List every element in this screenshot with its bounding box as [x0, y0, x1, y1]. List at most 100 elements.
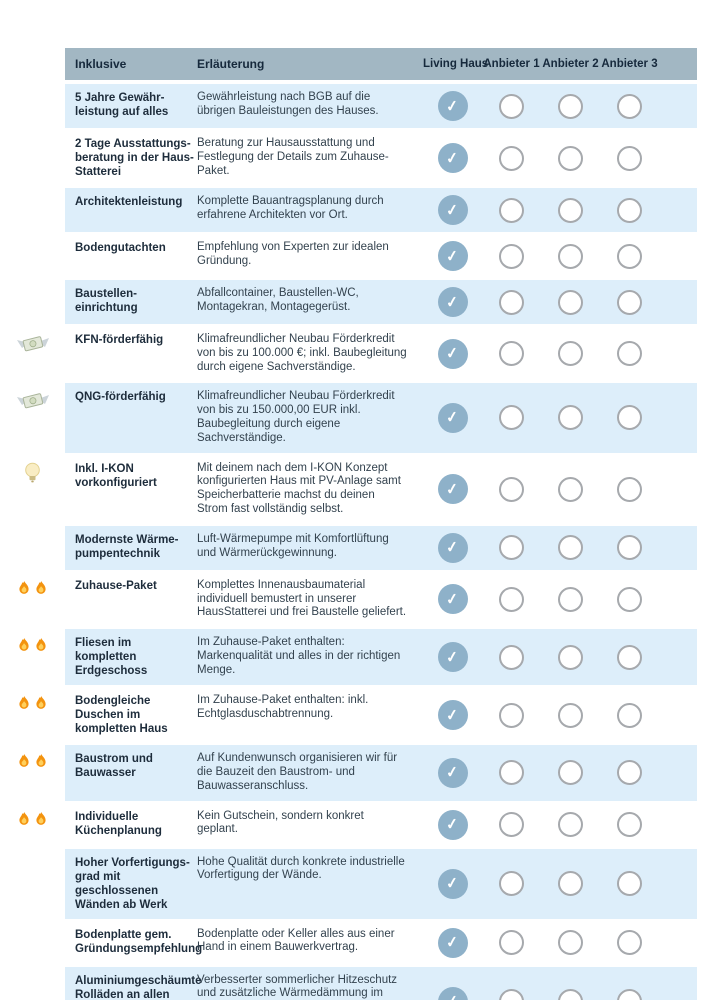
- feature-title: Hoher Vorfertigungs- grad mit geschlosse…: [75, 856, 190, 911]
- check-cell-anbieter-3: [600, 289, 659, 315]
- feature-description: Im Zuhause-Paket enthalten: Markenqualit…: [197, 636, 401, 676]
- empty-circle-anbieter-3: [617, 243, 642, 269]
- provider-checks: ✓: [423, 856, 659, 912]
- empty-circle-anbieter-3: [617, 930, 642, 956]
- empty-circle-anbieter-1: [499, 243, 524, 269]
- empty-circle-anbieter-3: [617, 812, 642, 838]
- check-icon: ✓: [445, 874, 460, 893]
- column-header-erlaeuterung: Erläuterung: [197, 57, 265, 71]
- check-cell-anbieter-2: [541, 405, 600, 431]
- empty-circle-anbieter-2: [558, 93, 583, 119]
- lightbulb-icon: [25, 462, 40, 489]
- checkmark-circle-living-haus: ✓: [437, 91, 468, 121]
- check-icon: ✓: [445, 344, 460, 363]
- provider-checks: ✓: [423, 694, 659, 736]
- check-cell-anbieter-2: [541, 341, 600, 367]
- empty-circle-anbieter-1: [499, 535, 524, 561]
- provider-checks: ✓: [423, 462, 659, 517]
- empty-circle-anbieter-2: [558, 812, 583, 838]
- check-cell-anbieter-3: [600, 702, 659, 728]
- check-cell-anbieter-3: [600, 871, 659, 897]
- fire-double-icon: [16, 810, 49, 831]
- check-icon: ✓: [445, 148, 460, 168]
- empty-circle-anbieter-2: [558, 871, 583, 897]
- provider-checks: ✓: [423, 532, 659, 563]
- feature-description: Auf Kundenwunsch organisieren wir für di…: [197, 752, 398, 792]
- table-row: 5 Jahre Gewähr- leistung auf alles Gewäh…: [0, 84, 701, 128]
- feature-title: Bodengleiche Duschen im kompletten Haus: [75, 695, 168, 736]
- check-cell-living-haus: ✓: [423, 287, 482, 317]
- check-cell-anbieter-1: [482, 341, 541, 367]
- feature-title: Bodengutachten: [75, 242, 166, 254]
- empty-circle-anbieter-1: [499, 145, 524, 171]
- check-cell-living-haus: ✓: [423, 642, 482, 673]
- table-row: Bodengleiche Duschen im kompletten Haus …: [0, 687, 701, 744]
- check-cell-living-haus: ✓: [423, 584, 482, 615]
- check-cell-anbieter-2: [541, 289, 600, 315]
- row-icon-cell: [0, 803, 65, 847]
- feature-description: Hohe Qualität durch konkrete industriell…: [197, 855, 405, 882]
- provider-checks: ✓: [423, 636, 659, 678]
- checkmark-circle-living-haus: ✓: [437, 195, 468, 225]
- feature-title: Baustellen- einrichtung: [75, 288, 138, 314]
- check-cell-anbieter-3: [600, 760, 659, 786]
- column-header-living-haus: Living Haus: [423, 58, 489, 70]
- row-icon-cell: [0, 849, 65, 919]
- empty-circle-anbieter-2: [558, 145, 583, 171]
- row-icon-cell: [0, 188, 65, 232]
- check-cell-living-haus: ✓: [423, 700, 482, 731]
- check-cell-anbieter-1: [482, 289, 541, 315]
- check-cell-anbieter-3: [600, 93, 659, 119]
- empty-circle-anbieter-3: [617, 989, 642, 1000]
- check-cell-anbieter-2: [541, 197, 600, 223]
- feature-title: Baustrom und Bauwasser: [75, 753, 153, 780]
- check-cell-living-haus: ✓: [423, 91, 482, 121]
- empty-circle-anbieter-3: [617, 405, 642, 431]
- check-cell-anbieter-2: [541, 989, 600, 1000]
- table-row: Architektenleistung Komplette Bauantrags…: [0, 188, 701, 232]
- feature-description: Mit deinem nach dem I-KON Konzept konfig…: [197, 461, 401, 515]
- empty-circle-anbieter-1: [499, 989, 524, 1000]
- empty-circle-anbieter-1: [499, 586, 524, 612]
- check-cell-anbieter-3: [600, 535, 659, 561]
- provider-checks: ✓: [423, 390, 659, 445]
- check-cell-living-haus: ✓: [423, 241, 482, 271]
- feature-title: Inkl. I-KON vorkonfiguriert: [75, 462, 157, 489]
- checkmark-circle-living-haus: ✓: [437, 143, 468, 173]
- empty-circle-anbieter-2: [558, 989, 583, 1000]
- feature-description: Luft-Wärmepumpe mit Komfortlüftung und W…: [197, 532, 389, 559]
- check-icon: ✓: [445, 246, 460, 266]
- feature-description: Bodenplatte oder Keller alles aus einer …: [197, 927, 395, 954]
- comparison-table: Inklusive Erläuterung Living Haus Anbiet…: [0, 48, 701, 1000]
- feature-title: Bodenplatte gem. Gründungsempfehlung: [75, 928, 203, 955]
- provider-checks: ✓: [423, 137, 659, 179]
- check-cell-anbieter-1: [482, 702, 541, 728]
- checkmark-circle-living-haus: ✓: [437, 287, 468, 317]
- check-icon: ✓: [445, 815, 460, 834]
- check-cell-anbieter-2: [541, 812, 600, 838]
- provider-checks: ✓: [423, 241, 659, 271]
- row-icon-cell: [0, 84, 65, 128]
- fire-double-icon: [16, 752, 49, 773]
- check-icon: ✓: [445, 200, 460, 220]
- check-cell-anbieter-1: [482, 476, 541, 502]
- row-icon-cell: [0, 967, 65, 1000]
- check-icon: ✓: [445, 538, 460, 558]
- check-cell-anbieter-2: [541, 243, 600, 269]
- check-cell-anbieter-1: [482, 760, 541, 786]
- check-cell-anbieter-3: [600, 476, 659, 502]
- empty-circle-anbieter-3: [617, 197, 642, 223]
- empty-circle-anbieter-1: [499, 760, 524, 786]
- table-row: Baustellen- einrichtung Abfallcontainer,…: [0, 280, 701, 324]
- table-row: Modernste Wärme- pumpentechnik Luft-Wärm…: [0, 525, 701, 570]
- check-cell-anbieter-1: [482, 812, 541, 838]
- check-cell-living-haus: ✓: [423, 757, 482, 788]
- empty-circle-anbieter-2: [558, 243, 583, 269]
- empty-circle-anbieter-1: [499, 702, 524, 728]
- row-icon-cell: [0, 629, 65, 685]
- row-icon-cell: [0, 326, 65, 381]
- check-cell-anbieter-2: [541, 930, 600, 956]
- check-cell-anbieter-3: [600, 644, 659, 670]
- column-header-anbieter-2: Anbieter 2: [542, 58, 599, 70]
